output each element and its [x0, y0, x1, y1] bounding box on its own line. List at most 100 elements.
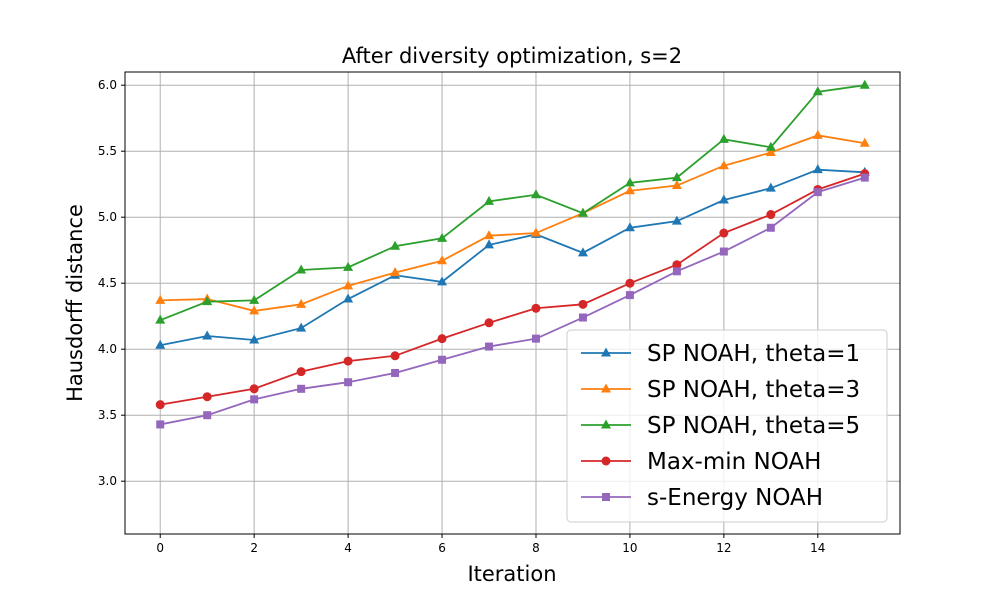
legend-entry: SP NOAH, theta=5: [581, 413, 860, 439]
chart-title: After diversity optimization, s=2: [342, 44, 682, 68]
data-point: [577, 247, 588, 257]
legend-box: [566, 329, 888, 523]
data-point: [203, 411, 212, 420]
legend: SP NOAH, theta=1 SP NOAH, theta=3 SP NOAH,…: [566, 329, 888, 523]
data-point: [343, 356, 353, 366]
data-point: [625, 278, 635, 288]
data-point: [155, 339, 166, 349]
data-point: [671, 180, 682, 190]
y-tick-label: 4.0: [98, 342, 117, 356]
series-line: [160, 172, 866, 406]
data-point: [485, 342, 494, 351]
data-point: [344, 378, 353, 387]
data-point: [813, 188, 822, 197]
data-point: [624, 185, 635, 195]
x-tick-label: 8: [532, 541, 540, 555]
data-point: [578, 313, 587, 322]
data-point: [202, 330, 213, 340]
data-point: [155, 294, 166, 304]
data-point: [296, 367, 306, 377]
data-point: [718, 160, 729, 170]
data-point: [390, 267, 401, 277]
legend-label: s-Energy NOAH: [647, 485, 823, 511]
y-tick-label: 3.0: [98, 474, 117, 488]
data-point: [531, 334, 540, 343]
data-point: [343, 261, 354, 271]
x-tick-label: 2: [250, 541, 258, 555]
data-point: [672, 260, 682, 270]
series-3: [155, 169, 870, 410]
data-point: [155, 400, 165, 410]
data-point: [202, 296, 213, 306]
data-point: [766, 210, 776, 220]
data-point: [812, 86, 823, 96]
data-point: [719, 228, 729, 238]
data-point: [765, 141, 776, 151]
data-point: [624, 222, 635, 232]
data-point: [437, 276, 448, 286]
data-point: [719, 247, 728, 256]
data-point: [718, 194, 729, 204]
x-tick-label: 12: [716, 541, 731, 555]
data-point: [859, 137, 870, 147]
legend-label: Max-min NOAH: [647, 449, 821, 475]
data-point: [625, 291, 634, 300]
x-tick-label: 10: [622, 541, 637, 555]
data-point: [530, 189, 541, 199]
x-tick-label: 4: [344, 541, 352, 555]
data-point: [766, 223, 775, 232]
legend-marker: [601, 383, 611, 393]
series-0: [155, 164, 870, 349]
legend-label: SP NOAH, theta=1: [647, 341, 860, 367]
y-tick-label: 5.5: [98, 144, 117, 158]
series-2: [155, 79, 870, 324]
data-point: [812, 129, 823, 139]
series-1: [155, 129, 870, 315]
data-point: [296, 322, 307, 332]
data-point: [530, 227, 541, 237]
data-point: [812, 164, 823, 174]
legend-entry: SP NOAH, theta=1: [581, 341, 860, 367]
legend-label: SP NOAH, theta=3: [647, 377, 860, 403]
data-point: [438, 355, 447, 364]
data-point: [437, 255, 448, 265]
y-tick-label: 5.0: [98, 210, 117, 224]
data-point: [531, 303, 541, 313]
data-point: [765, 147, 776, 157]
data-point: [437, 334, 447, 344]
data-point: [249, 334, 260, 344]
data-point: [578, 299, 588, 309]
data-point: [156, 420, 165, 429]
data-point: [484, 230, 495, 240]
x-tick-label: 0: [156, 541, 164, 555]
data-point: [860, 173, 869, 182]
x-axis-label: Iteration: [467, 562, 556, 586]
legend-marker: [601, 419, 611, 429]
legend-label: SP NOAH, theta=5: [647, 413, 860, 439]
data-point: [390, 240, 401, 250]
data-point: [249, 384, 259, 394]
y-tick-label: 4.5: [98, 276, 117, 290]
x-tick-label: 14: [810, 541, 825, 555]
y-axis-label: Hausdorff distance: [63, 204, 87, 402]
data-point: [859, 79, 870, 89]
data-point: [343, 280, 354, 290]
data-point: [391, 368, 400, 377]
data-point: [297, 384, 306, 393]
data-point: [484, 239, 495, 249]
data-point: [343, 293, 354, 303]
ticks: 0 2 4 6 8 10 12 14 3.0 3.5 4.0 4.5 5.0 5.5 6.0: [98, 78, 826, 555]
data-point: [250, 395, 259, 404]
y-tick-label: 3.5: [98, 408, 117, 422]
data-point: [390, 351, 400, 361]
data-point: [672, 267, 681, 276]
legend-marker: [601, 347, 611, 357]
data-point: [671, 215, 682, 225]
data-point: [624, 177, 635, 187]
legend-marker: [601, 456, 611, 466]
y-tick-label: 6.0: [98, 78, 117, 92]
data-point: [484, 318, 494, 328]
legend-entry: Max-min NOAH: [581, 449, 821, 475]
plot-frame: [124, 71, 901, 535]
